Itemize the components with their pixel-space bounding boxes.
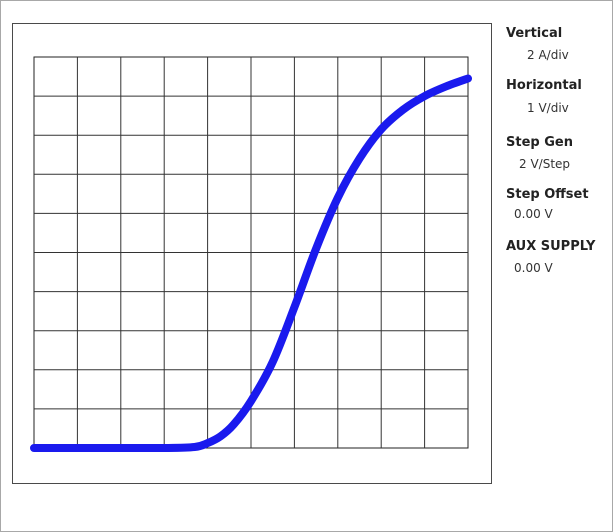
- vertical-value: 2 A/div: [527, 48, 569, 62]
- aux-supply-label: AUX SUPPLY: [506, 239, 596, 254]
- vertical-label: Vertical: [506, 26, 563, 41]
- scope-graticule: [30, 56, 472, 453]
- horizontal-value: 1 V/div: [527, 101, 569, 115]
- step-offset-label: Step Offset: [506, 187, 589, 202]
- step-gen-label: Step Gen: [506, 135, 573, 150]
- iv-trace: [30, 74, 472, 453]
- step-gen-value: 2 V/Step: [519, 157, 571, 171]
- horizontal-label: Horizontal: [506, 78, 582, 93]
- scope-display: [12, 23, 492, 484]
- aux-supply-value: 0.00 V: [514, 261, 553, 275]
- step-offset-value: 0.00 V: [514, 207, 553, 221]
